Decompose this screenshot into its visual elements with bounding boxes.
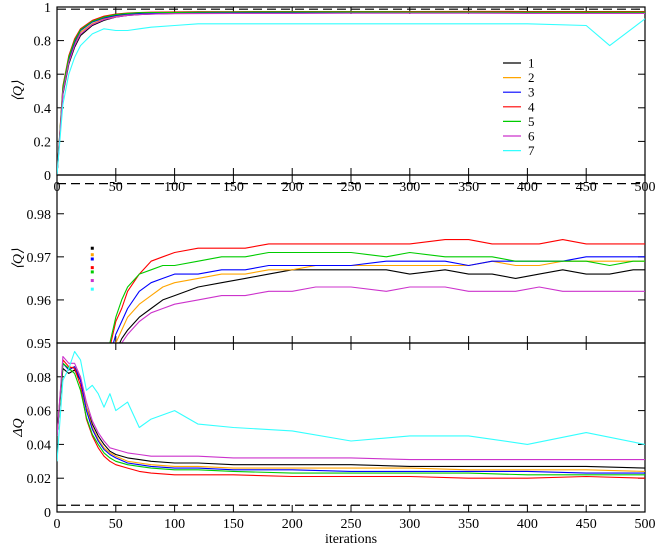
x-tick-label: 0 [54, 517, 61, 532]
x-tick-label: 350 [458, 180, 479, 195]
x-tick-label: 300 [399, 180, 420, 195]
series-layer [109, 239, 645, 343]
series-line-7 [57, 350, 645, 462]
legend-label-7: 7 [528, 143, 535, 158]
y-tick-label: 0.95 [27, 337, 52, 352]
x-axis-title: iterations [325, 532, 377, 547]
x-tick-label: 250 [341, 517, 362, 532]
y-tick-label: 0 [44, 506, 51, 521]
x-tick-label: 450 [576, 517, 597, 532]
y-axis-title: ⟨Q⟩ [11, 80, 26, 102]
series-line-5 [57, 11, 645, 175]
x-tick-label: 200 [282, 517, 303, 532]
x-tick-label: 400 [517, 517, 538, 532]
series-line-6 [121, 286, 645, 343]
series-line-1 [119, 269, 645, 343]
series-line-6 [57, 12, 645, 175]
series-line-3 [57, 11, 645, 175]
y-tick-label: 0.04 [27, 438, 52, 453]
series-line-5 [57, 362, 645, 476]
x-tick-label: 450 [576, 180, 597, 195]
x-tick-label: 50 [109, 180, 123, 195]
series-line-5 [109, 251, 645, 343]
y-tick-label: 0 [44, 169, 51, 184]
series-line-6 [57, 355, 645, 461]
y-tick-label: 0.06 [27, 405, 52, 420]
series-line-2 [57, 11, 645, 175]
series-line-3 [57, 362, 645, 474]
x-tick-label: 500 [635, 517, 656, 532]
legend-label-2: 2 [528, 70, 535, 85]
y-tick-label: 0.98 [27, 208, 52, 223]
series-layer [57, 10, 645, 175]
x-tick-label: 200 [282, 180, 303, 195]
legend-label-5: 5 [528, 114, 535, 129]
y-tick-label: 0.08 [27, 371, 52, 386]
panel-1: 00.20.40.60.810 50 100 150 200 250 300 350 400 45… [11, 1, 656, 195]
x-tick-label: 400 [517, 180, 538, 195]
y-axis-title: ΔQ [11, 418, 26, 437]
y-axis-title: ⟨Q⟩ [11, 248, 26, 270]
x-tick-label: 100 [164, 517, 185, 532]
y-tick-label: 1 [44, 1, 51, 16]
series-line-1 [57, 11, 645, 175]
series-line-1 [57, 367, 645, 469]
legend-label-4: 4 [528, 99, 535, 114]
series-line-4 [57, 10, 645, 175]
plot-frame [56, 342, 646, 513]
x-tick-label: 300 [399, 517, 420, 532]
legend-label-6: 6 [528, 129, 535, 144]
series-line-4 [110, 239, 645, 343]
series-line-2 [115, 260, 645, 343]
plot-frame [56, 6, 646, 176]
x-tick-label: 150 [223, 180, 244, 195]
x-tick-label: 150 [223, 517, 244, 532]
y-tick-label: 0.4 [34, 102, 52, 117]
y-tick-label: 0.8 [34, 35, 52, 50]
x-tick-label: 50 [109, 517, 123, 532]
series-layer [57, 350, 645, 479]
legend-label-3: 3 [528, 85, 535, 100]
panel-2: 0.95 0.96 0.97 0.98 ⟨Q⟩ [11, 174, 646, 352]
x-tick-label: 100 [164, 180, 185, 195]
legend-label-1: 1 [528, 56, 535, 71]
y-tick-label: 0.97 [27, 251, 52, 266]
x-tick-label: 250 [341, 180, 362, 195]
series-line-3 [112, 256, 645, 343]
series-line-4 [57, 359, 645, 479]
x-tick-label: 350 [458, 517, 479, 532]
y-tick-label: 0.96 [27, 294, 52, 309]
y-tick-label: 0.02 [27, 472, 52, 487]
series-line-7 [57, 18, 645, 175]
panel-3: 0 0.02 0.04 0.06 0.08 0 50 100 150 200 250 300 350 40… [11, 342, 656, 547]
panels-layer: 00.20.40.60.810 50 100 150 200 250 300 350 400 45… [11, 1, 656, 547]
y-tick-label: 0.2 [34, 135, 52, 150]
y-tick-label: 0.6 [34, 68, 52, 83]
